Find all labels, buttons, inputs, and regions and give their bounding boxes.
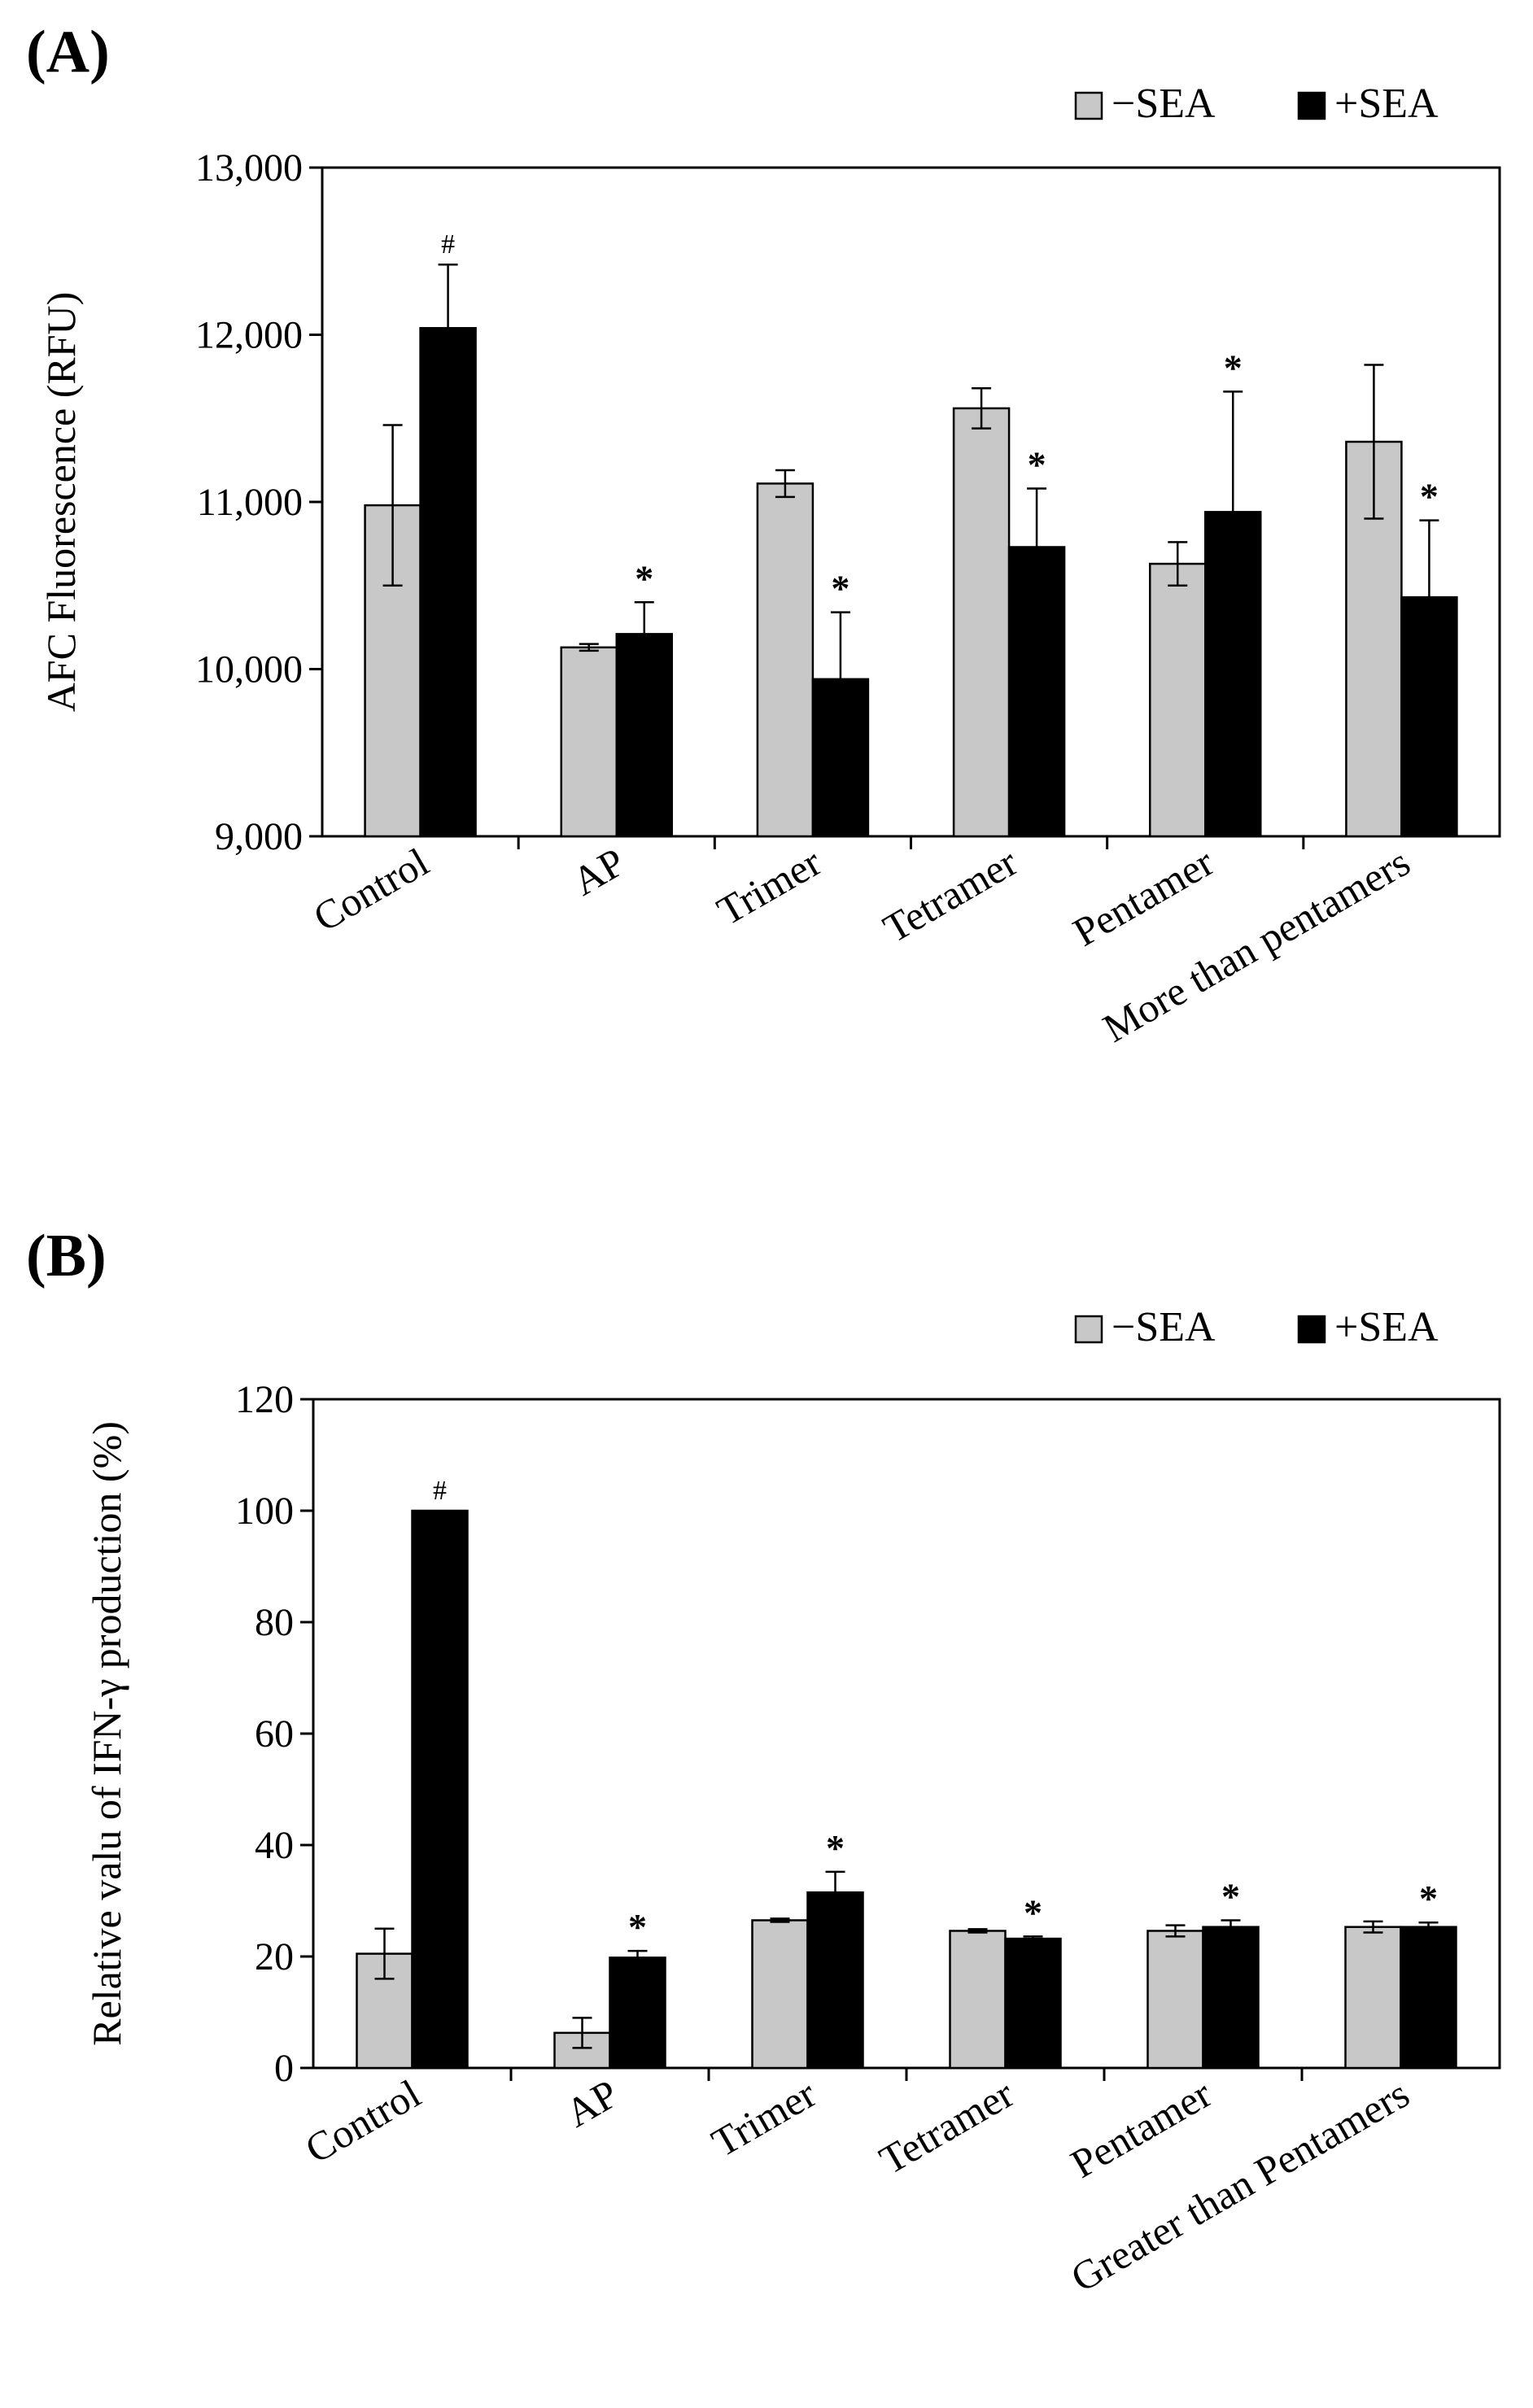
y-tick-label: 120 [235, 1378, 294, 1421]
y-tick-label: 13,000 [195, 146, 303, 190]
legend-label-plus-sea: +SEA [1334, 1304, 1439, 1350]
bar-minus-sea [751, 1919, 809, 2070]
bar-plus-sea [806, 1891, 864, 2070]
y-axis-label: AFC Fluorescence (RFU) [38, 292, 84, 713]
chart-panel-b: (B) 0 20 40 60 80 100 120 Relative valu of IFN-… [0, 1204, 1533, 2408]
y-tick-label: 40 [255, 1824, 294, 1867]
significance-hash: # [441, 229, 455, 260]
legend-swatch-plus-sea [1297, 1315, 1326, 1344]
legend-label-plus-sea: +SEA [1334, 81, 1439, 127]
significance-hash: # [433, 1476, 447, 1506]
y-tick-label: 100 [235, 1490, 294, 1533]
significance-star: * [1028, 444, 1046, 486]
y-tick-label: 10,000 [195, 648, 303, 691]
significance-star: * [1024, 1891, 1042, 1933]
y-tick-label: 0 [274, 2047, 294, 2090]
x-category-label: Tetramer [876, 839, 1025, 952]
y-tick-label: 80 [255, 1601, 294, 1644]
y-tick-label: 12,000 [195, 314, 303, 357]
bar-plus-sea [419, 327, 477, 838]
bar-minus-sea [560, 646, 618, 838]
chart-panel-a: (A) 9,000 10,000 11,000 12,000 13,000 AFC Flu… [26, 19, 1501, 1051]
y-tick-label: 20 [255, 1935, 294, 1978]
bar-minus-sea [1149, 562, 1207, 838]
legend-swatch-minus-sea [1074, 91, 1103, 120]
y-tick-label: 60 [255, 1712, 294, 1756]
bar-plus-sea [1004, 1937, 1062, 2070]
bar-minus-sea [949, 1930, 1007, 2070]
significance-star: * [831, 568, 849, 609]
bar-minus-sea [1344, 1926, 1402, 2070]
bar-minus-sea [952, 407, 1011, 838]
significance-star: * [1419, 1878, 1438, 1919]
significance-star: * [628, 1906, 647, 1948]
x-category-label: Pentamer [1063, 2070, 1219, 2187]
panel-label: (B) [26, 1223, 107, 1289]
x-category-label: Tetramer [871, 2070, 1021, 2183]
legend-swatch-plus-sea [1297, 91, 1326, 120]
x-category-label: Control [306, 839, 436, 940]
significance-star: * [1420, 476, 1439, 517]
significance-star: * [1224, 347, 1243, 388]
x-category-label: AP [558, 2070, 626, 2135]
bar-plus-sea [1400, 1926, 1457, 2070]
chart-a-svg: (A) 9,000 10,000 11,000 12,000 13,000 AFC Flu… [26, 19, 1501, 1051]
bar-minus-sea [756, 482, 815, 838]
plot-frame [321, 166, 1501, 838]
bar-plus-sea [411, 1509, 469, 2070]
legend-label-minus-sea: −SEA [1112, 1304, 1216, 1350]
x-category-label: Pentamer [1065, 839, 1221, 955]
significance-star: * [1221, 1875, 1240, 1917]
bar-minus-sea [1146, 1930, 1204, 2070]
legend-label-minus-sea: −SEA [1112, 81, 1216, 127]
bar-plus-sea [615, 633, 673, 838]
significance-star: * [635, 557, 653, 599]
significance-star: * [826, 1827, 845, 1869]
x-category-label: Control [298, 2070, 428, 2172]
x-category-label: Trimer [704, 2070, 823, 2166]
x-category-label: AP [565, 839, 632, 904]
y-tick-label: 9,000 [215, 815, 303, 858]
bar-plus-sea [609, 1956, 666, 2070]
y-axis-label: Relative valu of IFN-γ production (%) [84, 1421, 129, 2046]
y-tick-label: 11,000 [197, 481, 303, 524]
legend-swatch-minus-sea [1074, 1315, 1103, 1344]
chart-b-svg: (B) 0 20 40 60 80 100 120 Relative valu of IFN-… [26, 1223, 1501, 2301]
panel-label: (A) [26, 19, 110, 85]
plot-frame [312, 1398, 1501, 2070]
bar-plus-sea [1202, 1926, 1260, 2070]
x-category-label: Greater than Pentamers [1063, 2070, 1417, 2301]
x-category-label: Trimer [710, 839, 829, 934]
